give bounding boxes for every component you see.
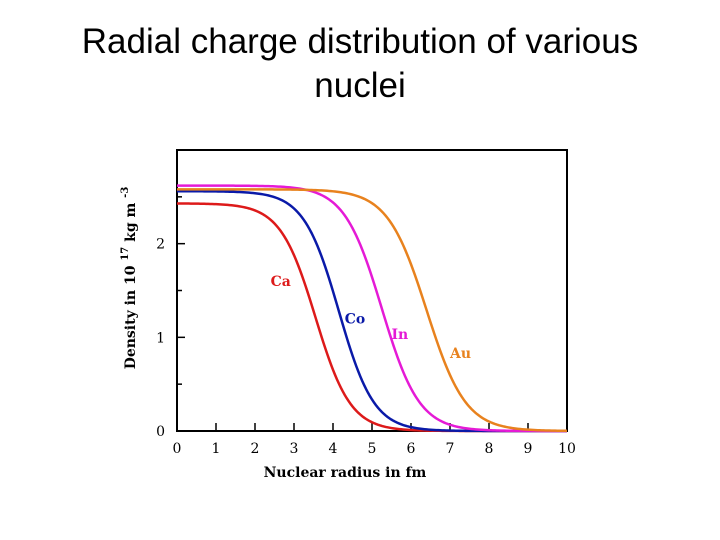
series-label-ca: Ca — [271, 274, 291, 290]
series-lines — [176, 184, 568, 433]
x-tick-label-7: 7 — [446, 441, 455, 457]
x-tick-label-9: 9 — [524, 441, 533, 457]
y-tick-label-1: 1 — [156, 330, 165, 346]
y-axis-title-exp: 17 — [120, 247, 131, 261]
series-labels: Ca Co In Au — [271, 274, 471, 362]
y-tick-labels: 0 1 2 — [156, 237, 165, 440]
series-line-in — [177, 184, 567, 433]
y-axis-title: Density in 10 17 kg m -3 — [116, 187, 139, 370]
x-tick-label-6: 6 — [407, 441, 416, 457]
x-tick-label-4: 4 — [329, 441, 338, 457]
slide-title: Radial charge distribution of various nu… — [0, 20, 720, 108]
x-tick-label-2: 2 — [251, 441, 260, 457]
y-axis-title-unit-exp: -3 — [120, 187, 131, 198]
series-label-au: Au — [449, 346, 471, 362]
x-tick-label-8: 8 — [485, 441, 494, 457]
x-tick-label-10: 10 — [558, 441, 576, 457]
y-axis-title-unit: kg m — [123, 203, 139, 242]
x-tick-label-3: 3 — [290, 441, 299, 457]
series-label-co: Co — [345, 311, 365, 327]
x-tick-label-0: 0 — [173, 441, 182, 457]
slide-title-line-1: Radial charge distribution of various — [81, 22, 639, 61]
x-axis-title: Nuclear radius in fm — [264, 465, 427, 481]
x-tick-label-1: 1 — [212, 441, 221, 457]
y-tick-label-0: 0 — [156, 424, 165, 440]
x-tick-label-5: 5 — [368, 441, 377, 457]
x-tick-labels: 0 1 2 3 4 5 6 7 8 9 10 — [173, 441, 576, 457]
y-axis-title-main: Density in 10 — [123, 265, 139, 369]
slide-title-line-2: nuclei — [314, 66, 406, 105]
series-line-au — [177, 188, 568, 433]
y-tick-label-2: 2 — [156, 237, 165, 253]
series-label-in: In — [392, 327, 409, 343]
